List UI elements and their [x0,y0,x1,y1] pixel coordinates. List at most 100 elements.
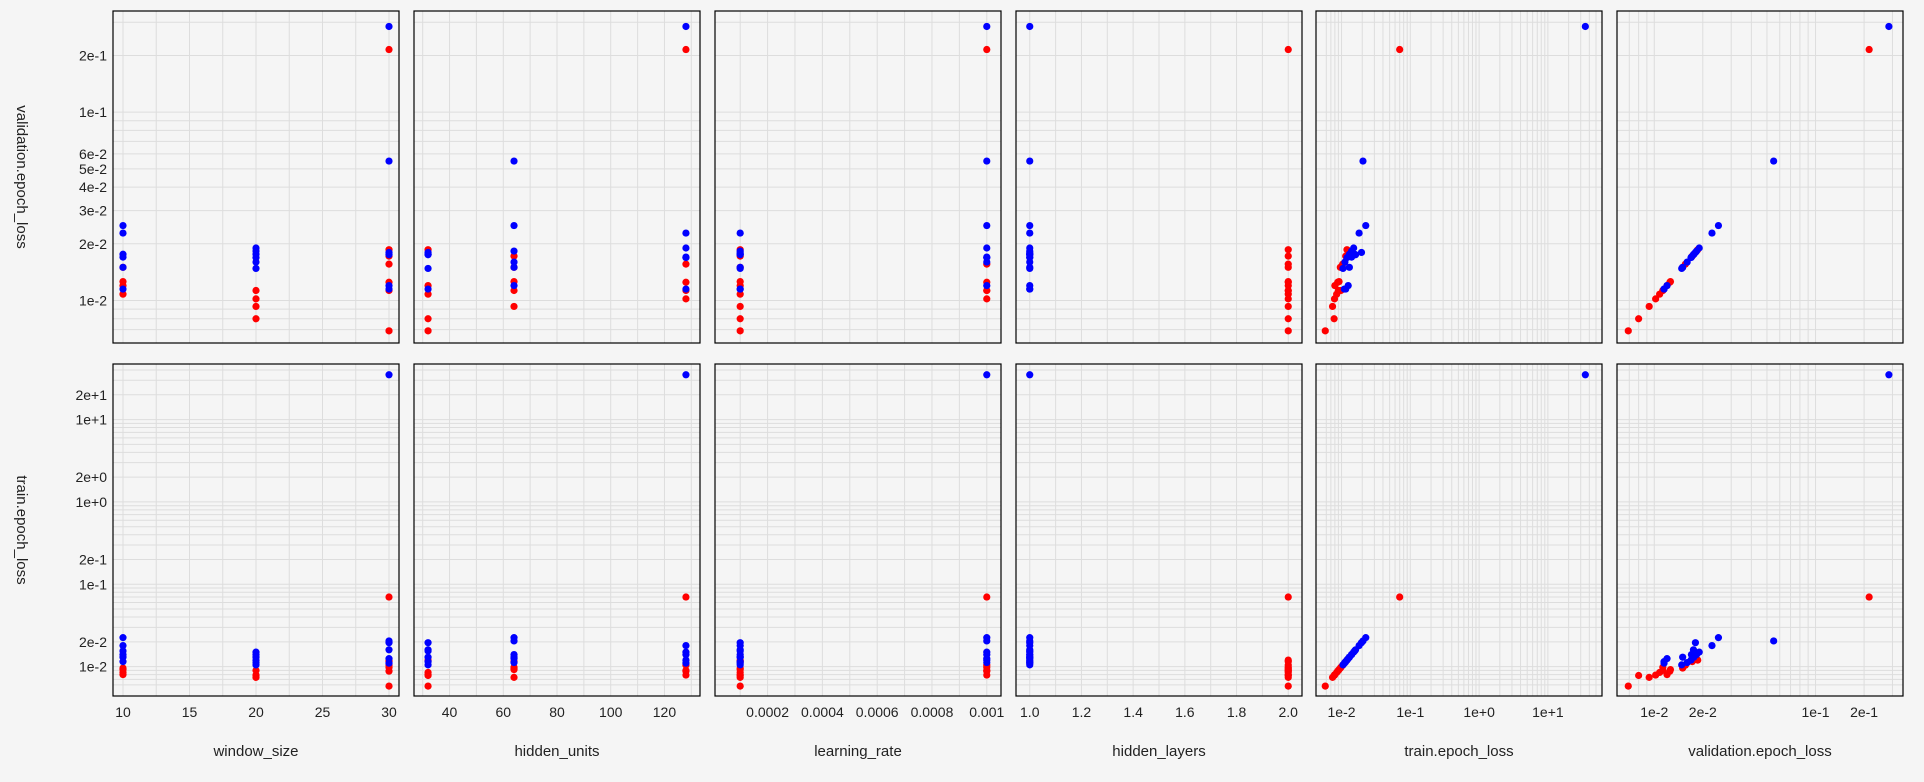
x-tick-label: 2e-1 [1850,704,1878,720]
panel-train-epoch_loss-vs-hidden_layers [1015,363,1303,697]
point-blue [1026,229,1034,237]
y-tick-label: 4e-2 [79,179,107,195]
x-tick-label: 1.8 [1227,704,1247,720]
point-red [252,295,260,303]
point-red [1284,246,1292,254]
point-blue [1581,371,1589,379]
point-blue [119,634,127,642]
y-tick-label: 3e-2 [79,203,107,219]
x-tick-label: 100 [599,704,623,720]
point-blue [1026,655,1034,663]
x-tick-label: 0.0004 [801,704,844,720]
point-blue [1026,281,1034,290]
point-red [1330,315,1338,323]
panel-frame [1015,363,1303,697]
point-red [1635,315,1643,323]
panel-frame [413,10,701,344]
point-blue [424,285,432,293]
point-blue [424,661,432,669]
y-tick-label: 2e+0 [75,469,107,485]
point-red [682,295,690,303]
point-red [252,666,260,674]
point-blue [252,648,260,656]
point-blue [736,264,744,273]
point-red [1284,45,1292,54]
point-blue [1026,22,1034,31]
point-blue [1026,221,1034,230]
point-red [1284,682,1292,690]
point-red [1284,593,1292,601]
panel-validation-epoch_loss-vs-learning_rate [714,10,1002,344]
point-blue [1351,251,1360,259]
point-blue [682,641,690,650]
point-red [119,664,127,672]
point-blue [510,263,518,271]
point-blue [736,639,744,647]
x-tick-label: 0.0008 [911,704,954,720]
point-blue [385,251,393,259]
point-red [1652,671,1660,679]
x-tick-label: 15 [182,704,198,720]
point-red [983,295,991,303]
x-axis-label: hidden_units [514,743,599,760]
point-blue [1689,251,1698,259]
x-tick-label: 30 [381,704,397,720]
point-red [682,593,690,601]
panel-frame [112,10,400,344]
point-red [1284,278,1292,286]
point-red [1645,302,1653,311]
point-blue [385,157,393,165]
panel-background [715,364,1001,696]
point-blue [252,244,260,252]
point-red [736,327,744,335]
point-red [1645,673,1653,681]
point-blue [1691,639,1700,647]
point-red [252,315,260,323]
x-axis-label: hidden_layers [1112,743,1205,760]
point-red [736,277,744,286]
y-tick-label: 2e-1 [79,551,107,567]
point-red [510,673,518,681]
point-red [736,673,744,681]
point-red [1328,302,1337,311]
point-blue [736,285,744,293]
point-blue [1695,648,1703,656]
x-tick-label: 1e-2 [1328,704,1356,720]
point-blue [1581,22,1589,31]
point-blue [1708,641,1716,650]
point-red [1284,656,1292,664]
point-red [1330,295,1339,303]
panel-validation-epoch_loss-vs-train-epoch_loss [1315,10,1603,344]
point-red [1284,302,1292,311]
x-tick-label: 0.0006 [856,704,899,720]
point-blue [682,285,690,293]
point-red [1284,315,1292,323]
x-tick-label: 1.4 [1123,704,1143,720]
point-red [1321,682,1329,690]
panel-frame [112,363,400,697]
x-tick-label: 120 [653,704,677,720]
panel-validation-epoch_loss-vs-hidden_units [413,10,701,344]
point-blue [1339,264,1347,273]
point-blue [1714,634,1723,642]
point-blue [385,371,393,379]
point-blue [983,157,991,165]
point-red [1666,667,1674,675]
point-red [1624,327,1632,335]
point-red [119,290,127,298]
point-red [385,593,393,601]
panel-validation-epoch_loss-vs-window_size [112,10,400,344]
point-red [1284,286,1292,295]
point-blue [1026,371,1034,379]
panel-frame [714,10,1002,344]
x-tick-label: 2.0 [1279,704,1299,720]
point-blue [119,647,127,655]
x-axis-label: learning_rate [814,743,902,760]
point-blue [1344,655,1352,663]
point-red [385,667,393,675]
point-blue [682,244,690,252]
panel-frame [1616,10,1904,344]
point-blue [385,655,393,663]
point-blue [119,229,127,237]
